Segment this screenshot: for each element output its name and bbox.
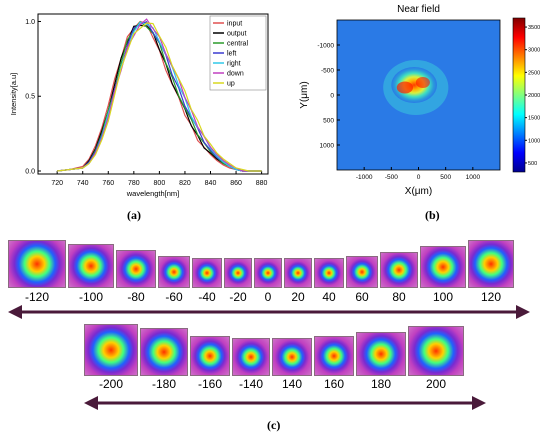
spot-label: 200 xyxy=(425,377,447,391)
colorbar-tick-label: 2000 xyxy=(528,93,540,99)
x-tick-label: 820 xyxy=(179,180,191,187)
x-tick-label: 720 xyxy=(51,180,63,187)
x-tick-label: 800 xyxy=(154,180,166,187)
spot-label: -60 xyxy=(165,290,183,304)
colorbar-tick-label: 3000 xyxy=(528,48,540,54)
spot-label: 180 xyxy=(370,377,392,391)
beam-spot--80 xyxy=(116,250,156,288)
spot-label: -180 xyxy=(151,377,177,391)
beam-spot-120 xyxy=(468,240,514,288)
spot-label: 140 xyxy=(281,377,303,391)
spot-label: -120 xyxy=(24,290,50,304)
spot-label: 40 xyxy=(322,290,336,304)
x-axis-label: X(μm) xyxy=(405,186,432,197)
spot-label: -160 xyxy=(197,377,223,391)
beam-spot-0 xyxy=(254,258,282,288)
spot-label: -200 xyxy=(98,377,124,391)
x-tick-label: 880 xyxy=(256,180,268,187)
caption-a: (a) xyxy=(127,208,141,222)
y-tick-label: 0.0 xyxy=(25,169,35,176)
heatmap-title: Near field xyxy=(397,4,440,15)
legend-label-right: right xyxy=(227,61,241,68)
spot-label: 80 xyxy=(392,290,406,304)
colorbar-tick-label: 500 xyxy=(528,161,537,167)
legend-label-input: input xyxy=(227,21,242,28)
y-tick-label: 0.5 xyxy=(25,94,35,101)
caption-b: (b) xyxy=(425,208,440,222)
x-tick-label: 1000 xyxy=(466,174,481,181)
beam-spot-140 xyxy=(272,338,312,376)
beam-spot-160 xyxy=(314,336,354,376)
x-tick-label: -500 xyxy=(385,174,398,181)
x-tick-label: -1000 xyxy=(356,174,373,181)
arrow-row-2 xyxy=(84,396,486,410)
legend-label-down: down xyxy=(227,71,244,78)
beam-core xyxy=(391,67,437,103)
near-field-heatmap: Near field -1000 -500 0 500 1000 -1000 -500 0 500… xyxy=(299,4,540,197)
colorbar-tick-label: 2500 xyxy=(528,70,540,76)
x-tick-label: 760 xyxy=(102,180,114,187)
beam-spot--40 xyxy=(192,258,222,288)
spot-label: 20 xyxy=(291,290,305,304)
y-tick-label: -1000 xyxy=(317,43,334,50)
beam-spot--120 xyxy=(8,240,66,288)
beam-spot--200 xyxy=(84,324,138,376)
y-tick-label: 0 xyxy=(330,93,334,100)
legend-label-central: central xyxy=(227,41,248,48)
spot-row-2: -200 -180 -160 -140 140 160 180 200 xyxy=(0,320,550,405)
beam-spot--180 xyxy=(140,328,188,376)
arrow-row-1 xyxy=(8,305,530,319)
x-axis-label: wavelength[nm] xyxy=(126,189,180,198)
x-tick-label: 0 xyxy=(417,174,421,181)
spot-label: -100 xyxy=(78,290,104,304)
spot-label: -20 xyxy=(229,290,247,304)
y-tick-label: -500 xyxy=(321,68,334,75)
beam-spot--100 xyxy=(68,244,114,288)
spectrum-chart: 720 740 760 780 800 820 840 860 880 0.0 0.5 1.0 wave… xyxy=(9,13,269,198)
x-tick-label: 780 xyxy=(128,180,140,187)
spot-label: -80 xyxy=(127,290,145,304)
x-tick-label: 740 xyxy=(77,180,89,187)
spot-label: 0 xyxy=(264,290,272,304)
x-tick-label: 500 xyxy=(440,174,451,181)
y-tick-label: 1.0 xyxy=(25,19,35,26)
spot-row-1: -120 -100 -80 -60 -40 -20 0 20 40 60 80 100 120 xyxy=(0,230,550,325)
spot-label: 100 xyxy=(432,290,454,304)
y-tick-label: 1000 xyxy=(320,143,335,150)
x-tick-label: 860 xyxy=(230,180,242,187)
legend-label-output: output xyxy=(227,31,247,38)
legend-label-left: left xyxy=(227,51,236,58)
beam-spot-80 xyxy=(380,252,418,288)
beam-spot-40 xyxy=(314,258,344,288)
colorbar xyxy=(512,17,526,173)
hot-spot-right xyxy=(415,77,430,88)
spot-label: 60 xyxy=(355,290,369,304)
y-tick-label: 500 xyxy=(323,118,334,125)
colorbar-tick-label: 3500 xyxy=(528,25,540,31)
beam-spot-60 xyxy=(346,256,378,288)
spot-label: -40 xyxy=(198,290,216,304)
beam-spot--140 xyxy=(232,338,270,376)
spot-label: 120 xyxy=(480,290,502,304)
x-tick-label: 840 xyxy=(205,180,217,187)
hot-spot-left xyxy=(396,81,414,94)
spot-label: -140 xyxy=(238,377,264,391)
beam-spot--20 xyxy=(224,258,252,288)
beam-spot-200 xyxy=(408,326,464,376)
series-line-input xyxy=(57,20,262,172)
colorbar-tick-label: 1500 xyxy=(528,116,540,122)
spot-label: 160 xyxy=(323,377,345,391)
series-line-up xyxy=(57,22,262,172)
beam-spot-20 xyxy=(284,258,312,288)
legend-label-up: up xyxy=(227,81,235,88)
beam-spot--60 xyxy=(158,256,190,288)
beam-spot-100 xyxy=(420,246,466,288)
colorbar-tick-label: 1000 xyxy=(528,138,540,144)
beam-spot--160 xyxy=(190,336,230,376)
beam-spot-180 xyxy=(356,332,406,376)
caption-c: (c) xyxy=(267,418,281,432)
y-axis-label: Intensity[a.u] xyxy=(9,73,18,116)
y-axis-label: Y(μm) xyxy=(299,81,310,108)
